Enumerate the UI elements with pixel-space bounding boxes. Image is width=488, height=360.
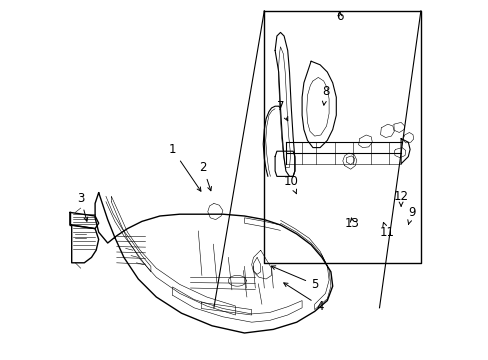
Text: 4: 4 [283,283,323,312]
Text: 2: 2 [199,161,211,191]
Text: 6: 6 [335,10,343,23]
Text: 9: 9 [407,206,415,224]
Text: 11: 11 [378,222,393,239]
Text: 7: 7 [276,100,287,121]
Text: 10: 10 [283,175,298,194]
Text: 5: 5 [271,266,318,291]
Text: 8: 8 [321,85,328,105]
Text: 3: 3 [77,192,88,221]
Text: 12: 12 [393,190,408,206]
Text: 13: 13 [345,217,359,230]
Text: 1: 1 [168,143,201,191]
